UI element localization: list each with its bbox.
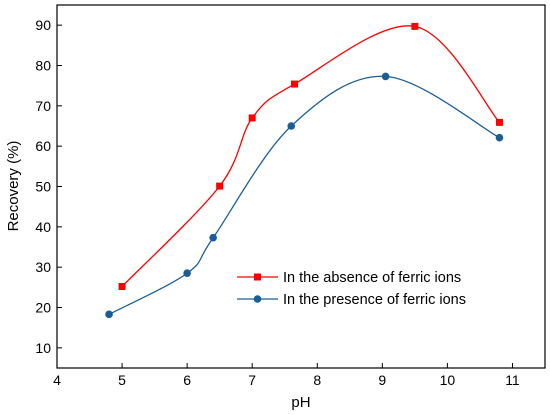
x-tick-label: 10 [440,372,456,388]
data-point [118,283,126,291]
data-point [381,72,390,81]
data-point [248,114,256,122]
x-tick-label: 8 [313,372,321,388]
data-point [216,182,224,190]
y-tick-label: 30 [35,259,51,275]
x-tick-label: 6 [183,372,191,388]
x-axis-title: pH [291,394,310,411]
y-tick-label: 50 [35,179,51,195]
data-point [209,233,217,242]
legend: In the absence of ferric ions In the pres… [237,270,466,308]
data-point [495,118,503,126]
data-point [183,269,191,278]
y-tick-label: 20 [35,300,51,316]
y-tick-label: 70 [35,98,51,114]
x-tick-label: 5 [118,372,126,388]
series-2 [105,72,504,319]
y-tick-label: 40 [35,219,51,235]
legend-marker [253,295,262,303]
data-point [287,122,296,130]
series-line [121,25,500,287]
legend-label: In the presence of ferric ions [283,292,466,308]
y-tick-label: 10 [35,340,51,356]
legend-item-1: In the absence of ferric ions [237,270,461,286]
x-tick-label: 9 [378,372,386,388]
x-tick-label: 11 [505,372,520,388]
y-tick-label: 80 [35,58,51,74]
data-point [290,80,298,88]
x-tick-label: 7 [248,372,256,388]
legend-marker [254,273,261,281]
data-point [105,310,113,319]
y-tick-label: 60 [35,138,51,154]
axes: 4 5 6 7 8 9 10 11 10 20 30 40 50 60 70 80 90 [35,17,520,388]
y-tick-label: 90 [35,17,51,33]
data-point [411,22,419,30]
legend-label: In the absence of ferric ions [283,270,461,286]
series-layer [105,22,504,319]
legend-item-2: In the presence of ferric ions [237,292,466,308]
series-1 [118,22,503,291]
data-point [495,133,504,142]
x-tick-label: 4 [53,372,61,388]
y-axis-title: Recovery (%) [5,141,22,232]
plot-frame [56,4,546,369]
